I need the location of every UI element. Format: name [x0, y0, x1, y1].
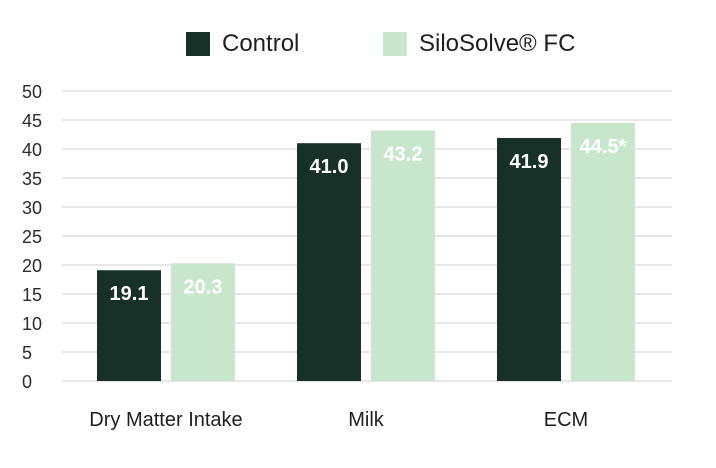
legend-item-silosolve: SiloSolve® FC — [383, 30, 575, 58]
bar-silosolve — [371, 130, 435, 381]
y-tick-label: 45 — [22, 111, 42, 131]
bar-silosolve — [171, 263, 235, 381]
x-category-label: ECM — [544, 409, 588, 431]
legend-swatch-control — [186, 32, 210, 56]
bar-control — [297, 143, 361, 381]
legend-label-silosolve: SiloSolve® FC — [419, 30, 576, 57]
bar-control — [497, 137, 561, 381]
data-label: 19.1 — [110, 283, 149, 305]
y-tick-label: 25 — [22, 227, 42, 247]
bar-silosolve — [571, 122, 635, 382]
data-label: 41.0 — [310, 156, 349, 178]
y-tick-label: 20 — [22, 256, 42, 276]
legend-swatch-silosolve — [383, 32, 407, 56]
bar-control — [97, 270, 161, 381]
y-tick-label: 50 — [22, 82, 42, 102]
y-tick-label: 30 — [22, 198, 42, 218]
y-tick-label: 0 — [22, 372, 32, 392]
data-label: 20.3 — [184, 276, 223, 298]
data-label: 44.5* — [580, 136, 627, 158]
y-tick-label: 5 — [22, 343, 32, 363]
x-category-label: Milk — [348, 409, 385, 431]
x-category-label: Dry Matter Intake — [89, 409, 242, 431]
y-tick-label: 35 — [22, 169, 42, 189]
legend-item-control: Control — [186, 30, 299, 58]
data-label: 43.2 — [384, 143, 423, 165]
data-label: 41.9 — [510, 151, 549, 173]
y-tick-label: 40 — [22, 140, 42, 160]
y-tick-label: 10 — [22, 314, 42, 334]
legend: Control SiloSolve® FC — [0, 30, 716, 66]
legend-label-control: Control — [222, 30, 300, 57]
y-tick-label: 15 — [22, 285, 42, 305]
